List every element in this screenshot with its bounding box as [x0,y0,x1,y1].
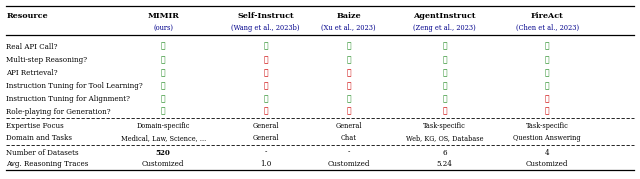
Text: ✓: ✓ [442,82,447,90]
Text: ✓: ✓ [442,69,447,77]
Text: ✓: ✓ [346,56,351,64]
Text: ✓: ✓ [263,43,268,50]
Text: ✓: ✓ [545,82,550,90]
Text: (Chen et al., 2023): (Chen et al., 2023) [516,24,579,32]
Text: ✓: ✓ [346,43,351,50]
Text: 4: 4 [545,149,550,156]
Text: (Zeng et al., 2023): (Zeng et al., 2023) [413,24,476,32]
Text: -: - [264,149,267,156]
Text: (Wang et al., 2023b): (Wang et al., 2023b) [231,24,300,32]
Text: Task-specific: Task-specific [526,122,568,130]
Text: ✓: ✓ [545,43,550,50]
Text: ✓: ✓ [263,95,268,103]
Text: ✓: ✓ [442,95,447,103]
Text: FireAct: FireAct [531,12,564,20]
Text: Domain-specific: Domain-specific [136,122,190,130]
Text: MIMIR: MIMIR [147,12,179,20]
Text: ✓: ✓ [161,95,166,103]
Text: ✗: ✗ [545,95,550,103]
Text: Number of Datasets: Number of Datasets [6,149,79,156]
Text: ✗: ✗ [346,82,351,90]
Text: Customized: Customized [526,160,568,168]
Text: ✓: ✓ [545,69,550,77]
Text: ✗: ✗ [263,56,268,64]
Text: ✗: ✗ [545,108,550,115]
Text: Self-Instruct: Self-Instruct [237,12,294,20]
Text: ✓: ✓ [442,56,447,64]
Text: General: General [252,134,279,142]
Text: Chat: Chat [341,134,357,142]
Text: ✓: ✓ [442,43,447,50]
Text: 520: 520 [156,149,171,156]
Text: Role-playing for Generation?: Role-playing for Generation? [6,108,111,115]
Text: General: General [335,122,362,130]
Text: ✗: ✗ [346,108,351,115]
Text: (Xu et al., 2023): (Xu et al., 2023) [321,24,376,32]
Text: Expertise Focus: Expertise Focus [6,122,64,130]
Text: ✗: ✗ [263,82,268,90]
Text: -: - [348,149,350,156]
Text: ✗: ✗ [263,69,268,77]
Text: ✓: ✓ [161,56,166,64]
Text: (ours): (ours) [153,24,173,32]
Text: API Retrieval?: API Retrieval? [6,69,58,77]
Text: Question Answering: Question Answering [513,134,581,142]
Text: ✗: ✗ [263,108,268,115]
Text: AgentInstruct: AgentInstruct [413,12,476,20]
Text: Resource: Resource [6,12,48,20]
Text: Real API Call?: Real API Call? [6,43,58,50]
Text: Domain and Tasks: Domain and Tasks [6,134,72,142]
Text: 6: 6 [442,149,447,156]
Text: ✓: ✓ [161,43,166,50]
Text: ✓: ✓ [161,108,166,115]
Text: ✓: ✓ [346,95,351,103]
Text: Avg. Reasoning Traces: Avg. Reasoning Traces [6,160,89,168]
Text: 5.24: 5.24 [437,160,452,168]
Text: ✓: ✓ [545,56,550,64]
Text: Instruction Tuning for Alignment?: Instruction Tuning for Alignment? [6,95,131,103]
Text: Baize: Baize [337,12,361,20]
Text: Medical, Law, Science, ...: Medical, Law, Science, ... [120,134,206,142]
Text: Customized: Customized [142,160,184,168]
Text: ✗: ✗ [442,108,447,115]
Text: ✗: ✗ [346,69,351,77]
Text: Customized: Customized [328,160,370,168]
Text: ✓: ✓ [161,69,166,77]
Text: Web, KG, OS, Database: Web, KG, OS, Database [406,134,484,142]
Text: Multi-step Reasoning?: Multi-step Reasoning? [6,56,88,64]
Text: Instruction Tuning for Tool Learning?: Instruction Tuning for Tool Learning? [6,82,143,90]
Text: Task-specific: Task-specific [424,122,466,130]
Text: ✓: ✓ [161,82,166,90]
Text: General: General [252,122,279,130]
Text: 1.0: 1.0 [260,160,271,168]
